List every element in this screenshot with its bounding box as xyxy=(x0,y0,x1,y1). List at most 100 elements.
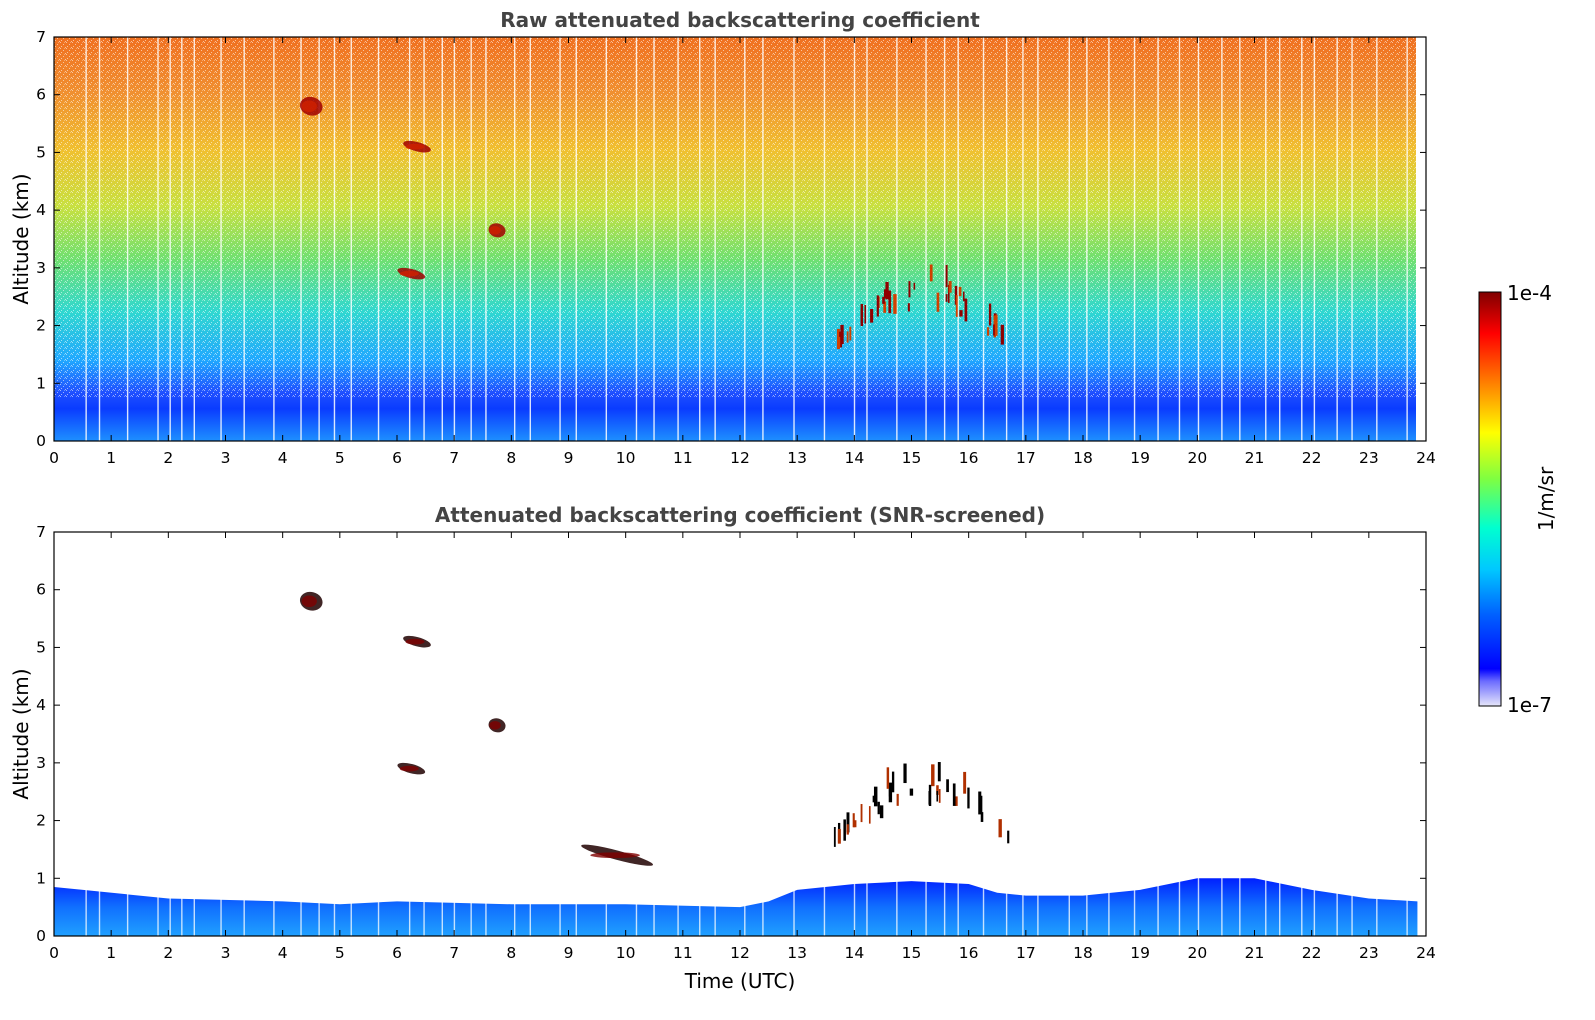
screened-plot-frame xyxy=(53,531,1427,937)
raw-x-tick-label: 12 xyxy=(730,449,750,467)
raw-dropout-column xyxy=(529,37,531,441)
screened-dropout-column xyxy=(85,860,87,936)
raw-cloud-streak xyxy=(993,324,995,336)
raw-x-tick-label: 14 xyxy=(844,449,864,467)
raw-noise-texture xyxy=(54,37,1416,397)
screened-x-tick-label: 20 xyxy=(1187,944,1207,962)
raw-y-tick-label: 3 xyxy=(36,259,46,277)
screened-x-tick-label: 3 xyxy=(221,944,231,962)
screened-cloud-core xyxy=(489,721,501,730)
raw-cloud-streak xyxy=(963,291,965,302)
raw-dropout-column xyxy=(423,37,425,441)
raw-dropout-column xyxy=(896,37,898,441)
screened-cloud-streak xyxy=(936,790,939,802)
raw-dropout-column xyxy=(559,37,561,441)
screened-dropout-column xyxy=(333,860,336,936)
raw-cloud-streak xyxy=(840,324,844,345)
colorbar: 1e-4 1e-7 1/m/sr xyxy=(1478,281,1558,717)
raw-dropout-column xyxy=(635,37,638,441)
screened-cloud-streak xyxy=(888,789,891,797)
screened-x-tick-label: 18 xyxy=(1073,944,1093,962)
screened-x-tick-label: 1 xyxy=(106,944,116,962)
screened-dropout-column xyxy=(1037,860,1039,936)
raw-cloud-streak xyxy=(936,292,940,312)
raw-dropout-column xyxy=(1221,37,1223,441)
screened-dropout-column xyxy=(1086,860,1088,936)
raw-cloud-streak xyxy=(883,289,887,299)
screened-dropout-column xyxy=(423,860,425,936)
raw-cloud-streak xyxy=(885,281,889,300)
screened-dropout-column xyxy=(220,860,222,936)
screened-dropout-column xyxy=(982,860,985,936)
boundary-layer-aerosol xyxy=(54,878,1418,936)
screened-dropout-column xyxy=(677,860,679,936)
screened-cloud-streak xyxy=(954,796,958,806)
screened-x-tick-label: 7 xyxy=(449,944,459,962)
screened-cloud-streak xyxy=(998,819,1002,838)
screened-cloud-streak xyxy=(873,786,878,807)
raw-x-tick-label: 6 xyxy=(392,449,402,467)
raw-cloud-streak xyxy=(849,326,852,341)
screened-cloud-features xyxy=(299,591,1010,866)
raw-dropout-column xyxy=(653,37,655,441)
raw-y-tick-label: 5 xyxy=(36,143,46,161)
raw-dropout-column xyxy=(605,37,608,441)
raw-cloud-streak xyxy=(964,298,968,322)
screened-y-tick-label: 2 xyxy=(36,812,46,830)
raw-dropout-column xyxy=(85,37,87,441)
raw-x-tick-label: 17 xyxy=(1016,449,1036,467)
raw-y-tick-label: 4 xyxy=(36,201,46,219)
screened-cloud-streak xyxy=(886,767,890,789)
screened-x-tick-label: 22 xyxy=(1302,944,1322,962)
screened-x-tick-label: 4 xyxy=(278,944,288,962)
screened-cloud-streak xyxy=(952,783,956,806)
screened-x-tick-label: 5 xyxy=(335,944,345,962)
raw-x-tick-label: 9 xyxy=(564,449,574,467)
raw-dropout-column xyxy=(699,37,701,441)
raw-cloud-streak xyxy=(882,296,885,304)
screened-dropout-column xyxy=(1376,860,1378,936)
raw-y-axis-ticks: 0 1 2 3 4 5 6 7 xyxy=(36,28,1426,450)
screened-cloud-streak xyxy=(852,813,855,828)
raw-cloud-streak xyxy=(945,294,948,302)
screened-x-tick-label: 8 xyxy=(506,944,516,962)
raw-dropout-column xyxy=(1108,37,1110,441)
screened-dropout-column xyxy=(943,860,946,936)
screened-dropout-column xyxy=(714,860,716,936)
raw-y-tick-label: 2 xyxy=(36,317,46,335)
raw-dropout-column xyxy=(300,37,302,441)
screened-cloud-streak xyxy=(896,793,899,806)
screened-cloud-streak xyxy=(978,795,983,814)
screened-x-tick-label: 15 xyxy=(902,944,922,962)
screened-dropout-column xyxy=(1239,860,1241,936)
raw-y-axis-label: Altitude (km) xyxy=(9,173,33,304)
screened-x-tick-label: 23 xyxy=(1359,944,1379,962)
screened-dropout-column xyxy=(529,860,531,936)
raw-dropout-column xyxy=(1037,37,1039,441)
screened-x-tick-label: 14 xyxy=(844,944,864,962)
screened-dropout-column xyxy=(635,860,638,936)
raw-x-tick-label: 10 xyxy=(616,449,636,467)
screened-dropout-column xyxy=(762,860,764,936)
raw-cloud-streak xyxy=(883,301,887,313)
raw-dropout-column xyxy=(943,37,946,441)
raw-cloud-streak xyxy=(993,315,997,338)
raw-dropout-column xyxy=(1301,37,1303,441)
screened-cloud-streak xyxy=(860,804,863,823)
raw-dropout-column xyxy=(126,37,129,441)
screened-cloud-core xyxy=(301,595,317,608)
screened-dropout-column xyxy=(98,860,101,936)
screened-dropout-column xyxy=(453,860,456,936)
raw-cloud-streak xyxy=(987,327,990,336)
screened-dropout-column xyxy=(1313,860,1316,936)
screened-dropout-column xyxy=(653,860,655,936)
raw-dropout-column xyxy=(1279,37,1281,441)
raw-x-tick-label: 4 xyxy=(278,449,288,467)
raw-x-tick-label: 3 xyxy=(221,449,231,467)
raw-backscatter-panel: 0 1 2 3 4 5 6 7 8 9 10 11 12 13 14 15 16 17 18 19 20 21 22 23 24… xyxy=(9,8,1436,467)
raw-x-tick-label: 7 xyxy=(449,449,459,467)
screened-cloud-streak xyxy=(833,826,836,847)
raw-cloud-core xyxy=(405,143,425,150)
screened-cloud-streak xyxy=(928,791,931,805)
